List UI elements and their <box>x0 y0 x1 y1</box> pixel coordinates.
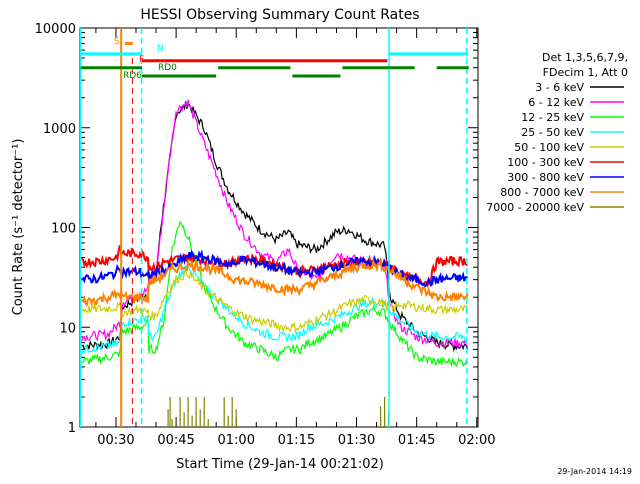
annotation-layer: S N F RD0 RD6 <box>79 28 469 427</box>
y-tick-label: 10 <box>59 321 76 336</box>
y-tick-label: 10000 <box>35 22 76 37</box>
legend-label: 3 - 6 keV <box>535 81 584 94</box>
legend-label: 12 - 25 keV <box>521 111 584 124</box>
y-tick-label: 1000 <box>43 122 76 137</box>
footer-timestamp: 29-Jan-2014 14:19 <box>557 467 632 476</box>
legend-label: 7000 - 20000 keV <box>486 201 584 214</box>
y-tick-label: 1 <box>68 421 76 436</box>
plot-frame <box>79 27 479 428</box>
legend-label: 300 - 800 keV <box>507 171 584 184</box>
legend-label: 6 - 12 keV <box>528 96 584 109</box>
x-tick-label: 01:00 <box>218 433 255 448</box>
x-axis-label: Start Time (29-Jan-14 00:21:02) <box>176 457 384 472</box>
series-line <box>81 268 469 334</box>
status-label-rd6: RD6 <box>123 71 142 81</box>
chart-title: HESSI Observing Summary Count Rates <box>140 7 419 23</box>
status-label-rd0: RD0 <box>158 63 177 73</box>
status-label-s: S <box>114 37 120 47</box>
status-label-f: F <box>139 55 144 65</box>
x-tick-label: 02:00 <box>458 433 495 448</box>
legend-label: 800 - 7000 keV <box>500 186 584 199</box>
axis-ticks: 1 10 100 1000 10000 00:30 00:45 01:00 01:15 01:30… <box>35 22 496 448</box>
status-label-n: N <box>157 44 164 54</box>
legend-label: 25 - 50 keV <box>521 126 584 139</box>
legend-label: 100 - 300 keV <box>507 156 584 169</box>
x-tick-label: 01:45 <box>398 433 435 448</box>
legend-header-2: FDecim 1, Att 0 <box>543 66 628 79</box>
legend-header-1: Det 1,3,5,6,7,9, <box>542 51 628 64</box>
series-line <box>81 99 468 349</box>
y-axis-label: Count Rate (s⁻¹ detector⁻¹) <box>11 139 26 316</box>
series-line <box>81 249 469 288</box>
legend: Det 1,3,5,6,7,9, FDecim 1, Att 0 3 - 6 k… <box>486 51 628 214</box>
x-tick-label: 00:45 <box>157 433 194 448</box>
legend-label: 50 - 100 keV <box>514 141 584 154</box>
series-line <box>167 397 390 427</box>
plot-area <box>79 27 479 428</box>
series-line <box>81 257 469 308</box>
x-tick-label: 01:15 <box>278 433 315 448</box>
x-tick-label: 00:30 <box>97 433 134 448</box>
y-tick-label: 100 <box>51 222 76 237</box>
series-line <box>81 101 469 353</box>
x-tick-label: 01:30 <box>338 433 375 448</box>
series-line <box>81 263 468 354</box>
series-line <box>81 220 469 368</box>
series-layer <box>81 99 469 427</box>
